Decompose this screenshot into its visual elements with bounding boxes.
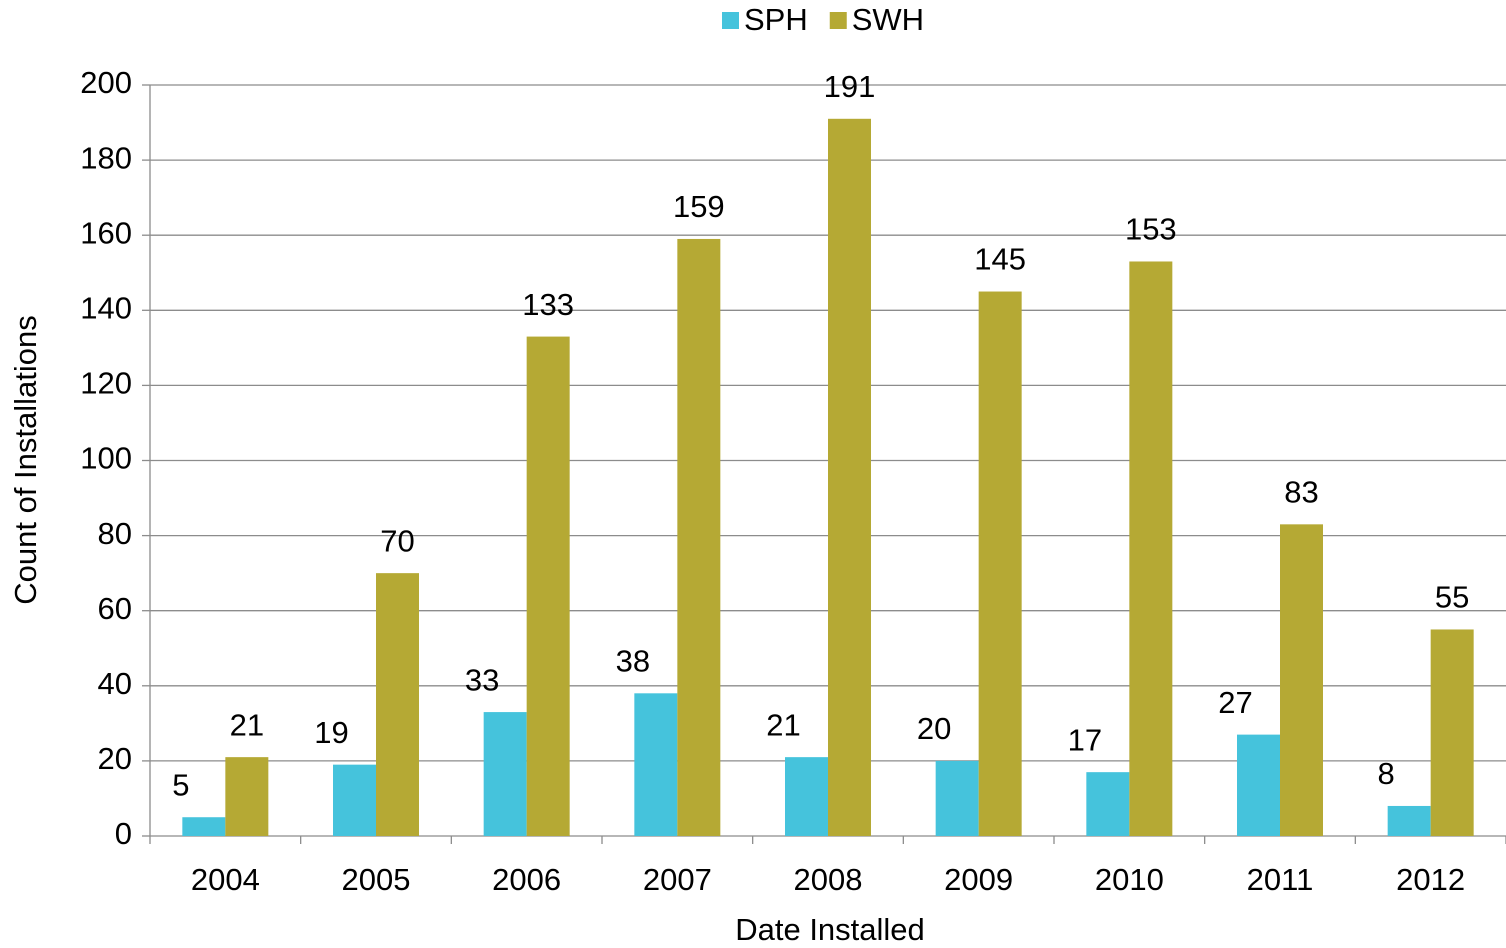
data-label: 33 bbox=[465, 662, 499, 697]
data-label: 27 bbox=[1218, 685, 1252, 720]
y-tick-label: 200 bbox=[80, 65, 132, 100]
y-tick-label: 140 bbox=[80, 290, 132, 325]
legend-label: SPH bbox=[744, 2, 808, 37]
bar bbox=[1237, 734, 1280, 836]
y-tick-label: 20 bbox=[98, 741, 132, 776]
data-label: 8 bbox=[1378, 756, 1395, 791]
bar bbox=[935, 760, 979, 836]
data-label: 55 bbox=[1435, 580, 1469, 615]
data-label: 19 bbox=[314, 715, 348, 750]
x-tick-label: 2008 bbox=[794, 862, 863, 897]
x-tick-label: 2004 bbox=[191, 862, 260, 897]
data-label: 21 bbox=[766, 707, 800, 742]
data-label: 70 bbox=[380, 523, 414, 558]
bar bbox=[483, 712, 527, 836]
legend-label: SWH bbox=[852, 2, 924, 37]
y-tick-label: 0 bbox=[115, 816, 132, 851]
legend-swatch bbox=[722, 12, 739, 29]
x-tick-label: 2009 bbox=[944, 862, 1013, 897]
bar bbox=[677, 238, 721, 836]
bar bbox=[1387, 805, 1431, 836]
x-tick-label: 2006 bbox=[492, 862, 561, 897]
bar bbox=[828, 118, 871, 837]
data-label: 159 bbox=[673, 189, 725, 224]
data-label: 20 bbox=[917, 711, 951, 746]
y-tick-label: 60 bbox=[98, 591, 132, 626]
y-tick-label: 120 bbox=[80, 366, 132, 401]
bar bbox=[1129, 261, 1173, 836]
x-axis-label: Date Installed bbox=[735, 912, 925, 947]
x-tick-label: 2010 bbox=[1095, 862, 1164, 897]
y-axis-label: Count of Installations bbox=[8, 315, 43, 605]
data-label: 191 bbox=[824, 69, 876, 104]
bar bbox=[1430, 629, 1474, 836]
bar bbox=[634, 693, 678, 836]
bar bbox=[333, 764, 376, 836]
bar bbox=[978, 291, 1022, 836]
data-label: 145 bbox=[974, 242, 1026, 277]
bar bbox=[225, 757, 269, 836]
data-label: 38 bbox=[616, 643, 650, 678]
data-label: 17 bbox=[1068, 722, 1102, 757]
data-label: 133 bbox=[522, 287, 574, 322]
bar bbox=[1086, 772, 1130, 836]
x-tick-label: 2005 bbox=[342, 862, 411, 897]
legend-swatch bbox=[829, 12, 847, 29]
bar bbox=[376, 573, 419, 836]
y-tick-label: 160 bbox=[80, 215, 132, 250]
data-label: 5 bbox=[172, 767, 189, 802]
bar bbox=[785, 757, 828, 836]
bar bbox=[1280, 524, 1323, 836]
y-tick-label: 40 bbox=[98, 666, 132, 701]
data-label: 83 bbox=[1284, 475, 1318, 510]
y-tick-label: 180 bbox=[80, 140, 132, 175]
data-label: 21 bbox=[230, 707, 264, 742]
bar bbox=[526, 336, 570, 836]
y-tick-label: 80 bbox=[98, 516, 132, 551]
data-label: 153 bbox=[1125, 212, 1177, 247]
bar bbox=[182, 817, 226, 836]
y-tick-label: 100 bbox=[80, 441, 132, 476]
x-tick-label: 2012 bbox=[1396, 862, 1465, 897]
x-tick-label: 2007 bbox=[643, 862, 712, 897]
x-tick-label: 2011 bbox=[1247, 862, 1314, 897]
